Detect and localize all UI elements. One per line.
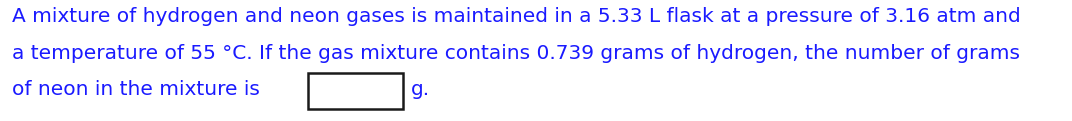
Text: a temperature of 55 °C. If the gas mixture contains 0.739 grams of hydrogen, the: a temperature of 55 °C. If the gas mixtu… [12, 44, 1019, 63]
Text: of neon in the mixture is: of neon in the mixture is [12, 80, 266, 99]
Text: A mixture of hydrogen and neon gases is maintained in a 5.33 L flask at a pressu: A mixture of hydrogen and neon gases is … [12, 7, 1021, 26]
Text: g.: g. [411, 80, 430, 99]
FancyBboxPatch shape [308, 73, 403, 109]
